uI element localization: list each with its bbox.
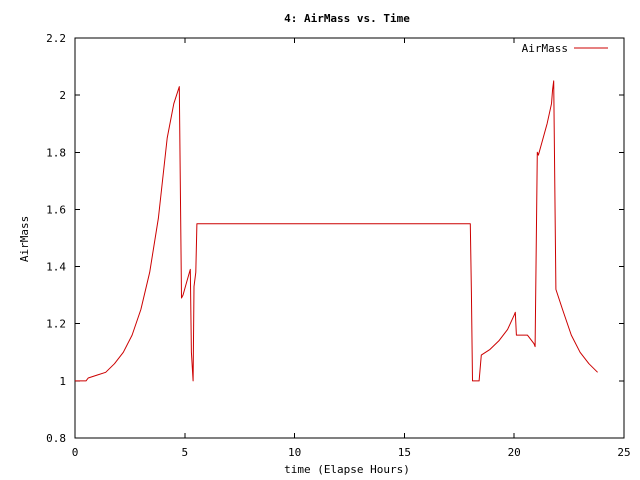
chart-title: 4: AirMass vs. Time [284, 12, 410, 25]
y-tick-label: 1.4 [46, 261, 66, 274]
x-tick-label: 10 [288, 446, 301, 459]
plot-border [74, 37, 625, 439]
x-tick-label: 15 [398, 446, 411, 459]
x-axis-label: time (Elapse Hours) [284, 463, 410, 476]
x-tick-label: 25 [617, 446, 630, 459]
y-axis-label: AirMass [18, 216, 31, 262]
x-axis-ticks: 0 5 10 15 20 25 [72, 38, 631, 459]
y-tick-label: 1.6 [46, 203, 66, 216]
y-tick-label: 1 [59, 375, 66, 388]
y-axis-ticks: 0.8 1 1.2 1.4 1.6 1.8 2 2.2 [46, 32, 624, 445]
series-line-airmass [75, 80, 598, 382]
series-layer [75, 80, 598, 382]
x-tick-label: 20 [508, 446, 521, 459]
y-tick-label: 2 [59, 89, 66, 102]
y-tick-label: 2.2 [46, 32, 66, 45]
y-tick-label: 0.8 [46, 432, 66, 445]
y-tick-label: 1.2 [46, 318, 66, 331]
x-tick-label: 5 [181, 446, 188, 459]
legend: AirMass [522, 42, 608, 55]
y-tick-label: 1.8 [46, 146, 66, 159]
x-tick-label: 0 [72, 446, 79, 459]
legend-label: AirMass [522, 42, 568, 55]
plot-frame [74, 37, 625, 439]
